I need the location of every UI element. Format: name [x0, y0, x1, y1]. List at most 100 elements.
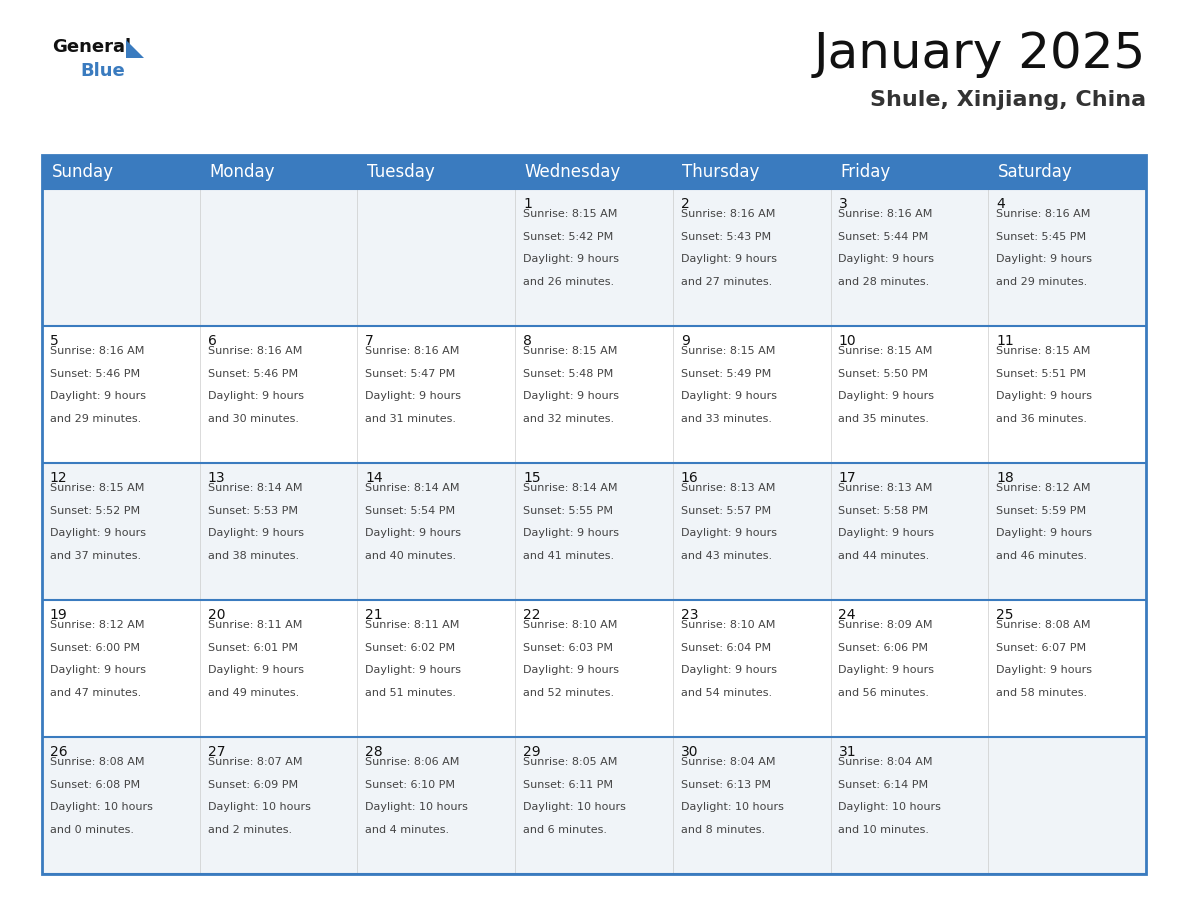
Text: and 37 minutes.: and 37 minutes.	[50, 551, 141, 561]
Text: Sunrise: 8:16 AM: Sunrise: 8:16 AM	[997, 209, 1091, 219]
Text: Sunrise: 8:08 AM: Sunrise: 8:08 AM	[997, 620, 1091, 630]
Text: 31: 31	[839, 745, 857, 759]
Bar	[42, 463, 200, 600]
Text: Sunrise: 8:14 AM: Sunrise: 8:14 AM	[208, 483, 302, 493]
Text: Daylight: 9 hours: Daylight: 9 hours	[997, 254, 1092, 264]
Text: Daylight: 9 hours: Daylight: 9 hours	[208, 666, 304, 676]
Text: and 47 minutes.: and 47 minutes.	[50, 688, 141, 698]
Text: 7: 7	[366, 334, 374, 348]
Text: Sunrise: 8:04 AM: Sunrise: 8:04 AM	[839, 757, 933, 767]
Text: Daylight: 10 hours: Daylight: 10 hours	[523, 802, 626, 812]
Text: 11: 11	[997, 334, 1013, 348]
Text: Sunset: 5:44 PM: Sunset: 5:44 PM	[839, 231, 929, 241]
Text: Sunset: 6:14 PM: Sunset: 6:14 PM	[839, 779, 929, 789]
Text: Daylight: 9 hours: Daylight: 9 hours	[839, 254, 935, 264]
Bar	[672, 463, 830, 600]
Text: January 2025: January 2025	[814, 30, 1146, 78]
Text: Sunset: 5:49 PM: Sunset: 5:49 PM	[681, 369, 771, 378]
Text: Daylight: 10 hours: Daylight: 10 hours	[208, 802, 310, 812]
Text: Daylight: 9 hours: Daylight: 9 hours	[208, 528, 304, 538]
Text: Sunset: 5:45 PM: Sunset: 5:45 PM	[997, 231, 1086, 241]
Text: and 44 minutes.: and 44 minutes.	[839, 551, 930, 561]
Text: 18: 18	[997, 471, 1013, 485]
Text: 20: 20	[208, 608, 225, 622]
Text: Daylight: 10 hours: Daylight: 10 hours	[366, 802, 468, 812]
Text: Sunrise: 8:15 AM: Sunrise: 8:15 AM	[50, 483, 144, 493]
Text: Sunset: 6:10 PM: Sunset: 6:10 PM	[366, 779, 455, 789]
Bar	[42, 737, 200, 874]
Text: Friday: Friday	[840, 163, 890, 181]
Text: and 4 minutes.: and 4 minutes.	[366, 824, 449, 834]
Text: and 31 minutes.: and 31 minutes.	[366, 414, 456, 424]
Text: 19: 19	[50, 608, 68, 622]
Text: Sunset: 5:47 PM: Sunset: 5:47 PM	[366, 369, 455, 378]
Bar	[830, 737, 988, 874]
Text: Daylight: 9 hours: Daylight: 9 hours	[997, 391, 1092, 401]
Text: Sunset: 5:51 PM: Sunset: 5:51 PM	[997, 369, 1086, 378]
Text: Daylight: 9 hours: Daylight: 9 hours	[997, 528, 1092, 538]
Text: Sunset: 5:54 PM: Sunset: 5:54 PM	[366, 506, 455, 516]
Text: and 49 minutes.: and 49 minutes.	[208, 688, 299, 698]
Text: Sunset: 5:52 PM: Sunset: 5:52 PM	[50, 506, 140, 516]
Text: and 8 minutes.: and 8 minutes.	[681, 824, 765, 834]
Text: Daylight: 9 hours: Daylight: 9 hours	[366, 528, 461, 538]
Bar	[830, 463, 988, 600]
Text: Daylight: 9 hours: Daylight: 9 hours	[681, 254, 777, 264]
Bar	[830, 189, 988, 326]
Bar	[42, 155, 1146, 874]
Text: and 2 minutes.: and 2 minutes.	[208, 824, 292, 834]
Text: Sunrise: 8:14 AM: Sunrise: 8:14 AM	[523, 483, 618, 493]
Text: Sunset: 6:02 PM: Sunset: 6:02 PM	[366, 643, 455, 653]
Bar	[988, 463, 1146, 600]
Bar	[42, 600, 200, 737]
Text: and 35 minutes.: and 35 minutes.	[839, 414, 929, 424]
Text: 26: 26	[50, 745, 68, 759]
Text: 23: 23	[681, 608, 699, 622]
Text: Sunrise: 8:09 AM: Sunrise: 8:09 AM	[839, 620, 933, 630]
Bar	[358, 326, 516, 463]
Text: Sunrise: 8:16 AM: Sunrise: 8:16 AM	[50, 346, 144, 356]
Text: 6: 6	[208, 334, 216, 348]
Text: and 6 minutes.: and 6 minutes.	[523, 824, 607, 834]
Text: Sunrise: 8:15 AM: Sunrise: 8:15 AM	[997, 346, 1091, 356]
Text: Daylight: 9 hours: Daylight: 9 hours	[839, 666, 935, 676]
Text: Daylight: 10 hours: Daylight: 10 hours	[681, 802, 784, 812]
Text: 29: 29	[523, 745, 541, 759]
Text: Sunrise: 8:15 AM: Sunrise: 8:15 AM	[839, 346, 933, 356]
Text: and 36 minutes.: and 36 minutes.	[997, 414, 1087, 424]
Bar	[42, 189, 200, 326]
Text: Sunset: 5:46 PM: Sunset: 5:46 PM	[208, 369, 298, 378]
Bar	[672, 737, 830, 874]
Text: and 40 minutes.: and 40 minutes.	[366, 551, 456, 561]
Text: Sunset: 5:46 PM: Sunset: 5:46 PM	[50, 369, 140, 378]
Text: Daylight: 9 hours: Daylight: 9 hours	[523, 391, 619, 401]
Text: Daylight: 9 hours: Daylight: 9 hours	[50, 391, 146, 401]
Text: and 56 minutes.: and 56 minutes.	[839, 688, 929, 698]
Text: 2: 2	[681, 197, 689, 211]
Text: Daylight: 9 hours: Daylight: 9 hours	[997, 666, 1092, 676]
Text: Daylight: 9 hours: Daylight: 9 hours	[681, 666, 777, 676]
Text: and 43 minutes.: and 43 minutes.	[681, 551, 772, 561]
Bar	[358, 737, 516, 874]
Text: Sunrise: 8:16 AM: Sunrise: 8:16 AM	[681, 209, 775, 219]
Text: Sunset: 6:09 PM: Sunset: 6:09 PM	[208, 779, 298, 789]
Text: 28: 28	[366, 745, 383, 759]
Text: and 52 minutes.: and 52 minutes.	[523, 688, 614, 698]
Text: Sunset: 5:42 PM: Sunset: 5:42 PM	[523, 231, 613, 241]
Text: and 29 minutes.: and 29 minutes.	[997, 277, 1087, 286]
Text: Sunrise: 8:05 AM: Sunrise: 8:05 AM	[523, 757, 618, 767]
Text: 9: 9	[681, 334, 689, 348]
Text: Sunset: 6:08 PM: Sunset: 6:08 PM	[50, 779, 140, 789]
Text: 22: 22	[523, 608, 541, 622]
Text: Sunset: 6:06 PM: Sunset: 6:06 PM	[839, 643, 929, 653]
Text: Monday: Monday	[209, 163, 274, 181]
Text: Sunrise: 8:15 AM: Sunrise: 8:15 AM	[523, 209, 618, 219]
Bar	[358, 463, 516, 600]
Text: Sunset: 5:59 PM: Sunset: 5:59 PM	[997, 506, 1086, 516]
Polygon shape	[126, 40, 144, 58]
Text: Sunrise: 8:04 AM: Sunrise: 8:04 AM	[681, 757, 776, 767]
Text: Daylight: 9 hours: Daylight: 9 hours	[523, 666, 619, 676]
Text: and 33 minutes.: and 33 minutes.	[681, 414, 772, 424]
Text: and 10 minutes.: and 10 minutes.	[839, 824, 929, 834]
Text: Thursday: Thursday	[682, 163, 759, 181]
